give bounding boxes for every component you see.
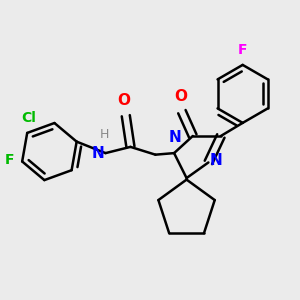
- Text: O: O: [175, 89, 188, 104]
- Text: N: N: [92, 146, 105, 161]
- Text: Cl: Cl: [21, 111, 36, 125]
- Text: N: N: [169, 130, 182, 145]
- Text: H: H: [100, 128, 109, 141]
- Text: F: F: [238, 43, 247, 57]
- Text: O: O: [118, 93, 131, 108]
- Text: F: F: [5, 153, 14, 167]
- Text: N: N: [210, 153, 223, 168]
